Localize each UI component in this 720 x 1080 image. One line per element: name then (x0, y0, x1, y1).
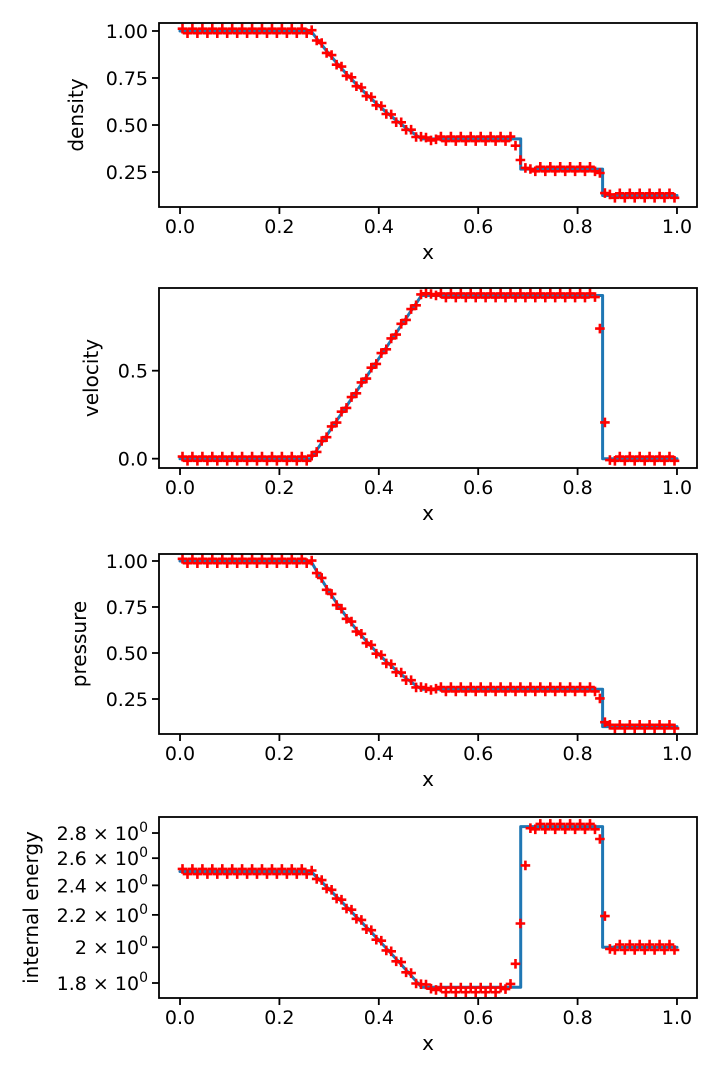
y-tick-label: 1.8 × 100 (57, 970, 148, 995)
axes-frame (158, 816, 698, 999)
exact-solution-line (178, 29, 679, 197)
numerical-solution-markers (177, 288, 680, 466)
y-tick-label-exponent: 0 (139, 820, 148, 836)
numerical-solution-markers (177, 23, 680, 203)
y-tick-label-mantissa: 2.8 × 10 (57, 823, 139, 845)
x-tick-label: 0.6 (463, 477, 493, 499)
y-tick-label-mantissa: 2.6 × 10 (57, 848, 139, 870)
x-tick-label: 0.2 (264, 743, 294, 765)
x-tick-label: 0.8 (562, 477, 592, 499)
y-axis-label: velocity (79, 339, 103, 417)
y-tick-label-mantissa: 1.8 × 10 (57, 973, 139, 995)
y-tick-label: 2 × 100 (75, 934, 148, 959)
x-tick-label: 1.0 (662, 743, 692, 765)
y-tick-label: 0.75 (106, 68, 148, 90)
y-tick-label: 2.2 × 100 (57, 902, 148, 927)
x-axis-label: x (422, 501, 434, 525)
y-tick-label: 0.50 (106, 115, 148, 137)
x-tick-label: 1.0 (662, 216, 692, 238)
y-tick-label-exponent: 0 (139, 902, 148, 918)
y-tick-label: 2.4 × 100 (57, 872, 148, 897)
y-tick-label: 1.00 (106, 551, 148, 573)
x-tick-label: 0.0 (165, 477, 195, 499)
subplot-density: 0.0 0.2 0.4 0.6 0.8 1.0 1.00 0.75 0.50 0.25 x densi… (64, 21, 698, 264)
numerical-solution-markers (177, 819, 680, 997)
y-axis-label: pressure (67, 601, 91, 687)
exact-solution-line (178, 825, 679, 989)
y-tick-label-exponent: 0 (139, 934, 148, 950)
y-tick-label: 0.50 (106, 643, 148, 665)
subplot-velocity: 0.0 0.2 0.4 0.6 0.8 1.0 0.5 0.0 x velocity (79, 287, 698, 525)
y-axis-label: internal energy (19, 831, 43, 984)
x-tick-label: 1.0 (662, 1007, 692, 1029)
y-tick-label-exponent: 0 (139, 845, 148, 861)
x-tick-label: 0.6 (463, 216, 493, 238)
x-axis-label: x (422, 1031, 434, 1055)
y-tick-label: 2.6 × 100 (57, 845, 148, 870)
y-tick-label: 0.75 (106, 597, 148, 619)
axes-frame (158, 287, 698, 469)
y-tick-label: 0.0 (118, 449, 148, 471)
x-tick-label: 0.0 (165, 743, 195, 765)
x-tick-label: 0.8 (562, 743, 592, 765)
x-tick-label: 0.8 (562, 1007, 592, 1029)
y-tick-label: 0.5 (118, 361, 148, 383)
x-tick-label: 0.0 (165, 216, 195, 238)
y-axis-label: density (64, 78, 88, 151)
y-tick-label: 1.00 (106, 21, 148, 43)
numerical-solution-markers (177, 554, 680, 734)
x-tick-label: 0.6 (463, 1007, 493, 1029)
x-tick-label: 0.4 (364, 1007, 394, 1029)
x-tick-label: 0.2 (264, 216, 294, 238)
axes-frame (158, 553, 698, 735)
axes-frame (158, 22, 698, 208)
x-tick-label: 0.2 (264, 1007, 294, 1029)
x-tick-label: 0.0 (165, 1007, 195, 1029)
x-tick-label: 0.4 (364, 743, 394, 765)
y-tick-label: 0.25 (106, 689, 148, 711)
x-tick-label: 0.6 (463, 743, 493, 765)
y-tick-label-exponent: 0 (139, 872, 148, 888)
y-tick-label-mantissa: 2.2 × 10 (57, 905, 139, 927)
x-tick-label: 0.4 (364, 477, 394, 499)
x-axis-label: x (422, 240, 434, 264)
x-tick-label: 0.2 (264, 477, 294, 499)
x-tick-label: 1.0 (662, 477, 692, 499)
exact-solution-line (178, 559, 679, 729)
exact-solution-line (178, 294, 679, 461)
x-axis-label: x (422, 767, 434, 791)
y-tick-label: 2.8 × 100 (57, 820, 148, 845)
y-tick-label: 0.25 (106, 162, 148, 184)
subplot-pressure: 0.0 0.2 0.4 0.6 0.8 1.0 1.00 0.75 0.50 0.25 x press… (67, 551, 698, 791)
y-tick-label-mantissa: 2.4 × 10 (57, 875, 139, 897)
y-tick-label-mantissa: 2 × 10 (75, 937, 139, 959)
x-tick-label: 0.8 (562, 216, 592, 238)
y-tick-label-exponent: 0 (139, 970, 148, 986)
x-tick-label: 0.4 (364, 216, 394, 238)
